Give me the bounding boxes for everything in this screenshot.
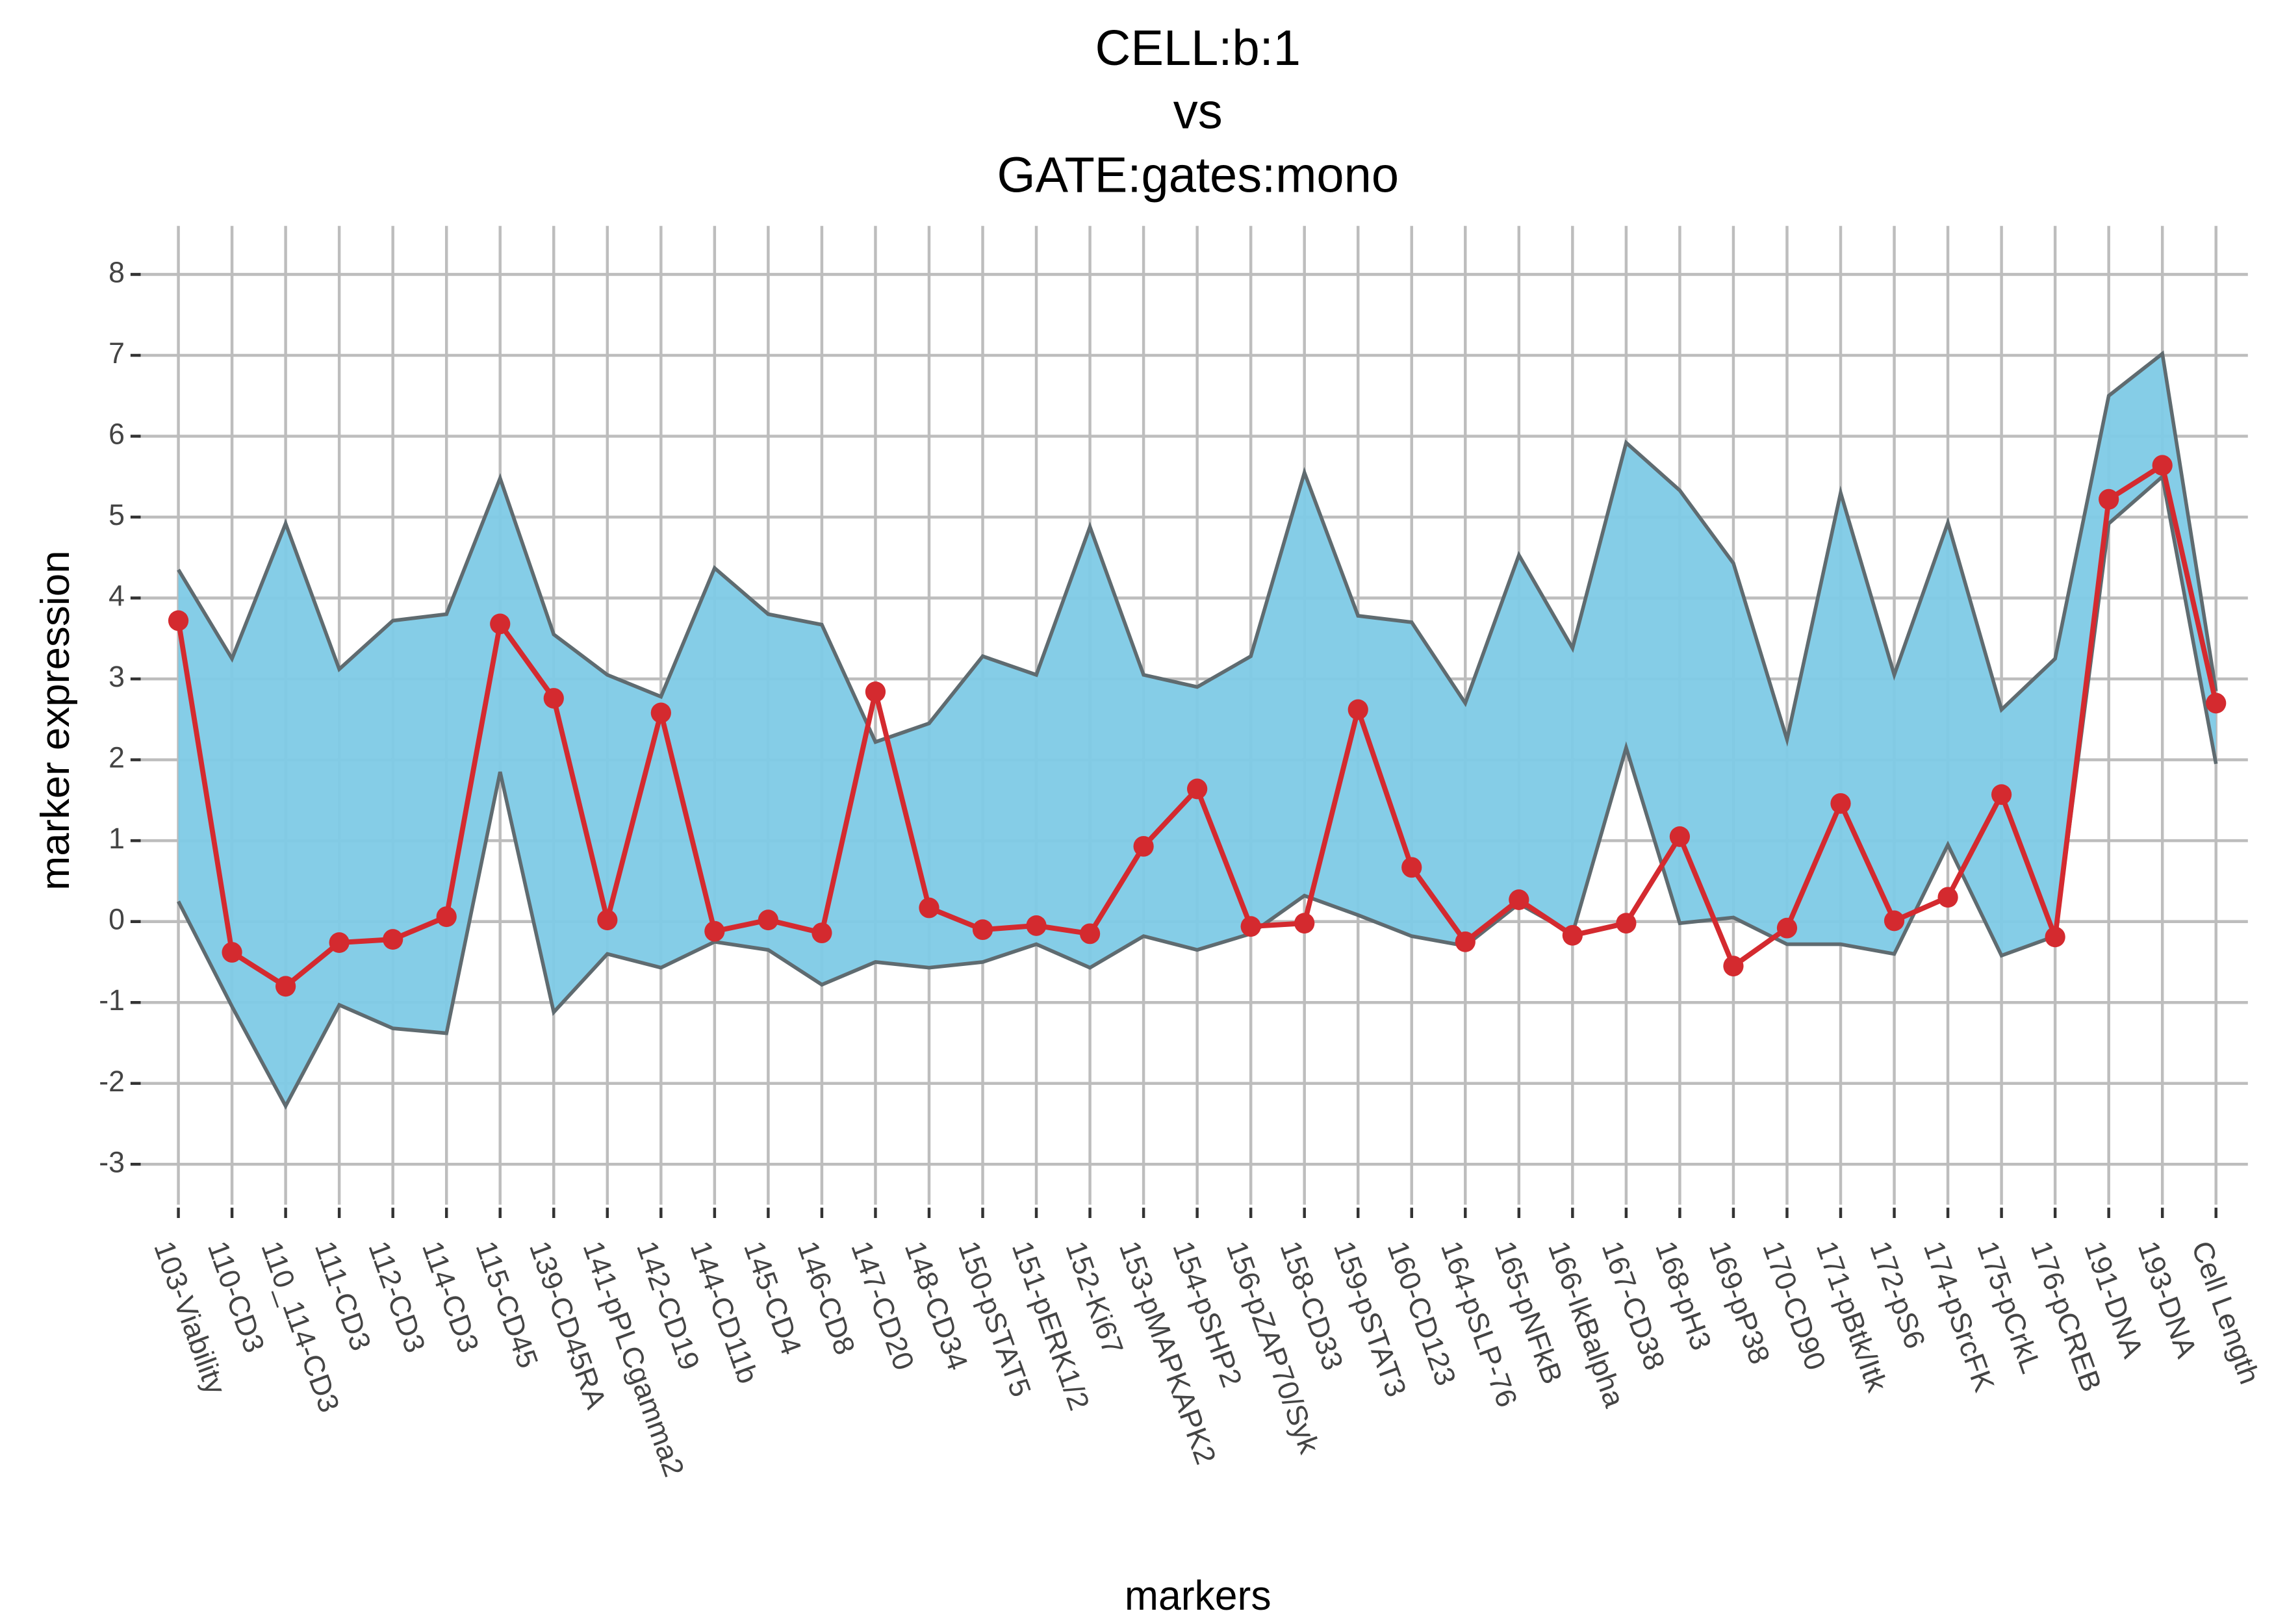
y-tick-label: 8	[109, 255, 125, 288]
point	[1509, 889, 1529, 910]
chart-title: CELL:b:1	[1095, 20, 1301, 76]
point	[597, 909, 618, 931]
point	[972, 919, 993, 941]
point	[1187, 778, 1208, 800]
point	[1401, 857, 1422, 878]
point	[543, 688, 564, 709]
ribbon-lower	[177, 473, 2218, 1110]
y-tick-label: 2	[109, 741, 125, 774]
point	[1026, 915, 1047, 936]
point	[1079, 923, 1101, 945]
point	[919, 897, 939, 919]
point	[490, 613, 511, 635]
point	[1562, 924, 1583, 946]
point	[1991, 784, 2012, 806]
point	[1616, 913, 1637, 934]
point	[704, 920, 725, 942]
y-tick-label: -2	[99, 1064, 125, 1097]
point	[2206, 692, 2227, 714]
ribbon-upper	[177, 350, 2218, 747]
chart-title: GATE:gates:mono	[997, 147, 1399, 203]
y-tick-label: 0	[109, 902, 125, 935]
y-tick-label: -1	[99, 983, 125, 1017]
ribbon-fill	[178, 353, 2216, 1106]
point	[758, 909, 779, 931]
point	[1937, 887, 1958, 908]
x-axis-label: markers	[1125, 1573, 1271, 1619]
point	[2099, 488, 2119, 510]
y-tick-label: 3	[109, 660, 125, 693]
point	[222, 942, 242, 963]
point	[2152, 455, 2173, 476]
y-tick-label: 5	[109, 498, 125, 531]
point	[650, 702, 671, 724]
chart-title: vs	[1173, 84, 1223, 140]
point	[383, 929, 403, 950]
point	[168, 610, 189, 631]
y-tick-label: 1	[109, 822, 125, 855]
point	[1830, 793, 1851, 814]
point	[2045, 926, 2065, 948]
y-tick-label: 4	[109, 579, 125, 612]
point	[329, 932, 350, 953]
point	[1348, 699, 1368, 720]
y-tick-label: 7	[109, 336, 125, 370]
point	[1884, 910, 1905, 932]
point	[811, 922, 832, 944]
point	[1776, 917, 1798, 939]
point	[1669, 826, 1691, 847]
point	[1133, 835, 1154, 857]
y-tick-label: -3	[99, 1145, 125, 1178]
y-axis-label: marker expression	[32, 550, 77, 890]
x-tick-label: Cell Length	[2186, 1237, 2267, 1389]
y-tick-label: 6	[109, 417, 125, 450]
point	[436, 906, 457, 928]
point	[1723, 956, 1744, 977]
point	[865, 681, 886, 702]
point	[275, 976, 296, 997]
point	[1240, 916, 1261, 937]
point	[1455, 931, 1476, 952]
point	[1294, 913, 1315, 934]
